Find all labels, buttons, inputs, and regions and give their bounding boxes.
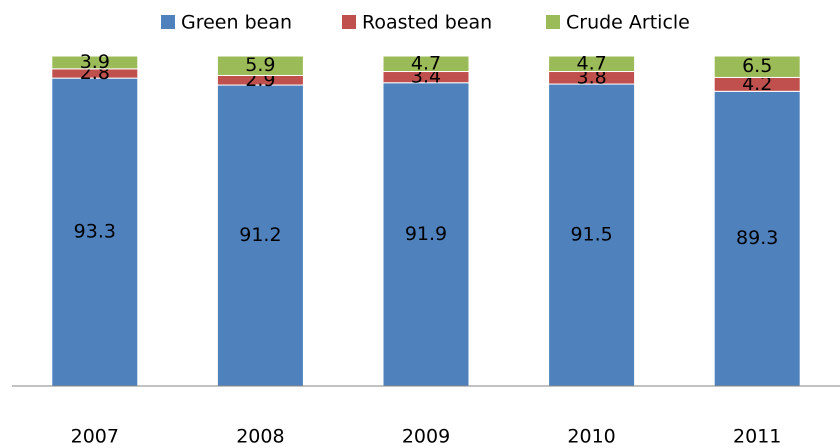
bar-segment [713, 55, 801, 78]
data-label: 91.5 [570, 224, 612, 246]
legend-swatch [342, 15, 356, 29]
bar-segment [382, 55, 470, 73]
bar-segment [548, 55, 636, 73]
x-tick-label: 2007 [71, 426, 119, 448]
bar-segment [713, 90, 801, 387]
data-label: 4.7 [576, 52, 606, 74]
bar-segment [382, 82, 470, 387]
data-label: 5.9 [245, 54, 275, 76]
x-tick-label: 2010 [567, 426, 615, 448]
legend-swatch [161, 15, 175, 29]
data-label: 3.9 [80, 51, 110, 73]
bar-segment [216, 55, 304, 76]
legend-label: Crude Article [566, 12, 690, 34]
data-label: 89.3 [736, 227, 778, 249]
data-label: 4.7 [411, 52, 441, 74]
x-tick-label: 2009 [402, 426, 450, 448]
bar-segment [548, 83, 636, 387]
legend-label: Green bean [181, 12, 292, 34]
bar-segment [216, 84, 304, 387]
data-label: 91.2 [239, 224, 281, 246]
legend-swatch [546, 15, 560, 29]
legend-label: Roasted bean [362, 12, 492, 34]
data-label: 93.3 [74, 221, 116, 243]
bar-segment [51, 77, 139, 387]
bar-segment [51, 55, 139, 70]
x-tick-label: 2011 [733, 426, 781, 448]
data-label: 6.5 [742, 55, 772, 77]
data-label: 91.9 [405, 223, 447, 245]
data-label: 4.2 [742, 73, 772, 95]
x-tick-label: 2008 [236, 426, 284, 448]
